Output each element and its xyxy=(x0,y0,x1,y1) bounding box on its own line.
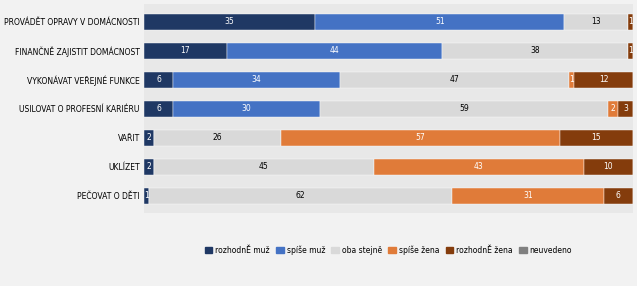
Bar xyxy=(144,130,154,146)
Bar xyxy=(603,188,633,204)
Bar xyxy=(574,72,633,88)
Bar xyxy=(144,14,315,30)
Bar xyxy=(564,14,628,30)
Bar xyxy=(144,101,173,117)
Text: 43: 43 xyxy=(474,162,483,171)
Text: 2: 2 xyxy=(611,104,615,113)
Text: 3: 3 xyxy=(623,104,628,113)
Text: 13: 13 xyxy=(591,17,601,26)
Text: 2: 2 xyxy=(147,133,151,142)
Text: 57: 57 xyxy=(415,133,425,142)
Bar xyxy=(442,43,628,59)
Bar xyxy=(628,43,633,59)
Bar xyxy=(452,188,603,204)
Text: 1: 1 xyxy=(628,17,633,26)
Text: 15: 15 xyxy=(591,133,601,142)
Bar xyxy=(281,130,559,146)
Bar xyxy=(569,72,574,88)
Text: 1: 1 xyxy=(569,75,574,84)
Bar xyxy=(173,101,320,117)
Bar xyxy=(559,130,633,146)
Text: 38: 38 xyxy=(530,46,540,55)
Text: 2: 2 xyxy=(147,162,151,171)
Bar xyxy=(154,130,281,146)
Text: 6: 6 xyxy=(156,104,161,113)
Bar xyxy=(628,14,633,30)
Bar xyxy=(584,159,633,174)
Text: 59: 59 xyxy=(459,104,469,113)
Bar xyxy=(618,101,633,117)
Text: 6: 6 xyxy=(616,191,620,200)
Bar xyxy=(149,188,452,204)
Text: 17: 17 xyxy=(181,46,190,55)
Bar xyxy=(173,72,340,88)
Text: 34: 34 xyxy=(252,75,261,84)
Bar xyxy=(144,72,173,88)
Text: 62: 62 xyxy=(296,191,305,200)
Text: 30: 30 xyxy=(242,104,252,113)
Text: 31: 31 xyxy=(523,191,533,200)
Text: 26: 26 xyxy=(213,133,222,142)
Bar xyxy=(144,188,149,204)
Text: 44: 44 xyxy=(330,46,340,55)
Legend: rozhodnĚ muž, spíše muž, oba stejně, spíše žena, rozhodnĚ žena, neuvedeno: rozhodnĚ muž, spíše muž, oba stejně, spí… xyxy=(201,242,575,258)
Bar xyxy=(144,159,154,174)
Bar xyxy=(315,14,564,30)
Text: 51: 51 xyxy=(435,17,445,26)
Bar xyxy=(227,43,442,59)
Text: 10: 10 xyxy=(604,162,613,171)
Text: 35: 35 xyxy=(225,17,234,26)
Bar xyxy=(374,159,584,174)
Text: 1: 1 xyxy=(144,191,149,200)
Text: 47: 47 xyxy=(450,75,459,84)
Bar xyxy=(340,72,569,88)
Text: 6: 6 xyxy=(156,75,161,84)
Bar xyxy=(154,159,374,174)
Bar xyxy=(144,43,227,59)
Bar xyxy=(320,101,608,117)
Text: 12: 12 xyxy=(599,75,608,84)
Text: 1: 1 xyxy=(628,46,633,55)
Text: 45: 45 xyxy=(259,162,269,171)
Bar xyxy=(608,101,618,117)
